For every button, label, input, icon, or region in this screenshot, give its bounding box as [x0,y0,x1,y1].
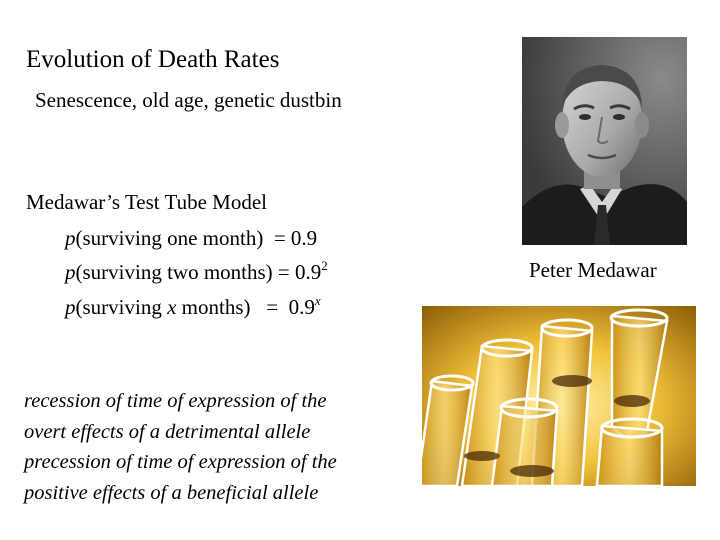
model-heading: Medawar’s Test Tube Model [26,190,267,214]
equation-exponent: x [314,293,321,308]
equation-x-months: p(surviving x months) = 0.9x [65,293,321,320]
probability-symbol: p [65,295,76,319]
probability-symbol: p [65,226,76,250]
equation-one-month: p(surviving one month) = 0.9 [65,226,317,251]
equation-condition: (surviving two months) [75,260,273,284]
note-line: overt effects of a detrimental allele [24,420,311,443]
slide-title: Evolution of Death Rates [26,46,280,73]
equation-two-months: p(surviving two months) = 0.92 [65,258,328,285]
portrait-photo [522,37,687,245]
equation-value: = 0.9 [266,295,315,319]
notes-block: recession of time of expression of the o… [24,386,337,508]
equation-value: = 0.9 [277,260,322,284]
note-line: recession of time of expression of the [24,390,327,412]
note-line: precession of time of expression of the [24,451,337,473]
portrait-caption: Peter Medawar [529,258,657,282]
equation-condition: (surviving one month) [75,226,264,250]
equation-condition-prefix: (surviving [75,295,162,319]
equation-condition-suffix: months) [181,295,251,319]
test-tubes-photo [422,306,696,486]
probability-symbol: p [65,260,76,284]
equation-value: = 0.9 [273,226,318,250]
slide-subtitle: Senescence, old age, genetic dustbin [35,88,342,112]
equation-variable: x [167,295,177,319]
note-line: positive effects of a beneficial allele [24,481,319,504]
equation-exponent: 2 [321,258,328,273]
